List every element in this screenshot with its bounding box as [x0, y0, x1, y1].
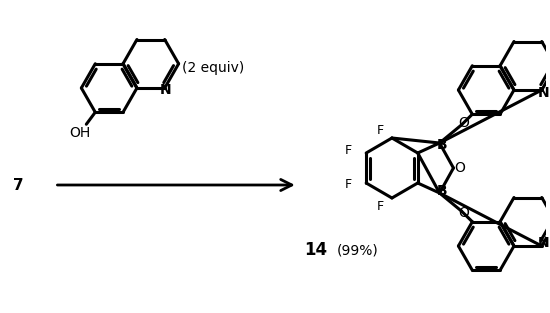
Text: F: F: [345, 145, 352, 157]
Text: B: B: [437, 184, 448, 198]
Text: (2 equiv): (2 equiv): [182, 61, 244, 75]
Text: B: B: [437, 138, 448, 152]
Text: (99%): (99%): [337, 243, 378, 257]
Text: OH: OH: [69, 126, 90, 140]
Text: F: F: [377, 124, 383, 136]
Text: F: F: [377, 199, 383, 213]
Text: F: F: [345, 178, 352, 192]
Text: N: N: [160, 83, 172, 97]
Text: O: O: [458, 116, 469, 130]
Text: N: N: [538, 236, 549, 250]
Text: O: O: [458, 206, 469, 220]
Text: N: N: [538, 86, 549, 100]
Text: O: O: [454, 161, 465, 175]
Text: 7: 7: [13, 177, 23, 192]
Text: 14: 14: [304, 241, 327, 259]
